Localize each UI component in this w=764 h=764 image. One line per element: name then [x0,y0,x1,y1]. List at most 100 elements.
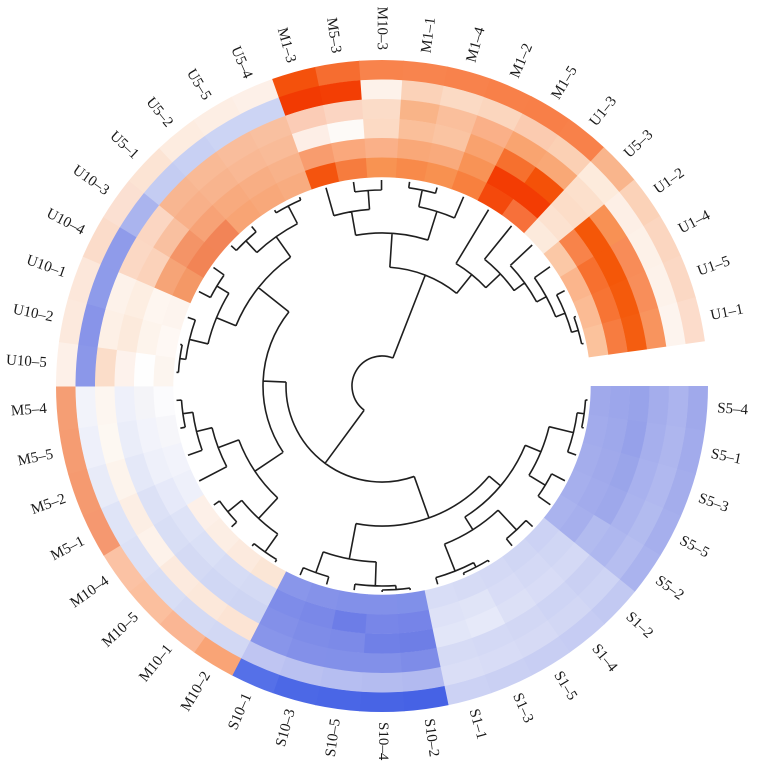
sample-label: U10–5 [6,352,48,371]
heatmap-cell [471,623,515,657]
heatmap-cell [136,246,171,288]
heatmap-cell [558,504,594,543]
sample-label: U10–2 [11,302,54,326]
heatmap-cell [204,218,240,255]
heatmap-cell [285,637,328,668]
heatmap-cell [573,442,603,478]
heatmap-cell [105,457,138,501]
heatmap-cell [443,674,492,706]
heatmap-cell [216,604,260,641]
sample-label: M1–3 [274,26,299,65]
heatmap-cell [546,135,592,177]
heatmap-cell [563,175,605,218]
sample-label: M5–1 [48,533,87,564]
heatmap-cell [457,152,496,184]
heatmap-cell [172,267,204,304]
heatmap-cell [128,147,174,194]
heatmap-cell [359,691,405,712]
sample-label: S1–4 [588,641,620,675]
heatmap-cell [564,554,605,597]
heatmap-cell [439,656,485,687]
heatmap-cell [537,204,575,242]
heatmap-cell [105,271,137,315]
heatmap-cell [315,685,362,712]
heatmap-cell [189,529,227,568]
heatmap-cell [364,613,400,635]
heatmap-cell [322,99,364,125]
sample-label: U1–2 [651,165,687,197]
heatmap-cell [159,609,206,653]
heatmap-cell [172,135,217,177]
sample-label: M5–3 [323,17,344,55]
heatmap-cell [398,628,437,653]
heatmap-cell [685,386,708,432]
heatmap-cell [576,476,610,516]
heatmap-cell [136,484,171,526]
heatmap-cell [335,590,368,614]
heatmap-cell [161,442,191,478]
heatmap-cell [136,319,163,356]
heatmap-cell [94,346,118,387]
heatmap-cell [285,105,328,135]
heatmap-cell [272,674,320,706]
heatmap-cell [609,452,640,494]
heatmap-cell [504,604,548,642]
heatmap-cell [153,354,176,387]
heatmap-cell [143,447,173,486]
heatmap-cell [55,385,79,431]
heatmap-cell [591,286,621,325]
heatmap-cell [362,652,402,674]
heatmap-cell [439,85,485,116]
heatmap-cell [169,229,206,268]
sample-label: M5–4 [10,401,47,419]
heatmap-cell [335,158,368,182]
heatmap-cell [451,571,488,602]
heatmap-cell [327,628,366,653]
heatmap-cell [323,647,364,673]
heatmap-cell [186,241,221,278]
heatmap-cell [427,143,465,171]
sample-label: M10–2 [178,669,214,714]
heatmap-cell [318,80,363,106]
heatmap-cell [495,588,537,624]
heatmap-cell [610,492,646,536]
heatmap-cell [398,119,437,144]
sample-label: M1–1 [418,16,439,54]
heatmap-cell [591,447,621,486]
heatmap-cell [227,148,269,184]
heatmap-cell [501,198,538,234]
sample-label: M5–2 [29,491,68,518]
heatmap-cell [227,588,269,624]
heatmap-cell [643,507,682,556]
heatmap-cell [238,165,278,200]
sample-label: U5–4 [227,44,255,81]
heatmap-cell [258,133,300,167]
heatmap-cell [590,579,635,625]
heatmap-cell [231,657,280,694]
heatmap-cell [68,468,102,517]
dendrogram [176,179,588,592]
heatmap-cell [662,468,696,517]
heatmap-cell [590,147,635,193]
heatmap-cell [298,600,336,629]
heatmap-cell [609,236,646,280]
heatmap-cell [550,542,590,582]
heatmap-cell [78,303,106,348]
heatmap-cell [103,180,145,228]
heatmap-cell [626,226,664,272]
sample-label: S1–5 [550,669,580,704]
heatmap-cell [513,183,552,220]
heatmap-cell [204,517,240,554]
heatmap-cell [576,256,610,295]
heatmap-cell [573,216,611,258]
heatmap-cell [225,199,262,234]
heatmap-cell [558,609,605,653]
heatmap-cell [199,566,240,605]
heatmap-cell [153,217,190,258]
heatmap-cell [619,545,661,593]
heatmap-cell [582,414,609,449]
heatmap-cell [458,588,497,620]
sample-label: S1–1 [466,707,490,741]
heatmap-cell [136,204,175,248]
heatmap-cell [212,183,251,220]
